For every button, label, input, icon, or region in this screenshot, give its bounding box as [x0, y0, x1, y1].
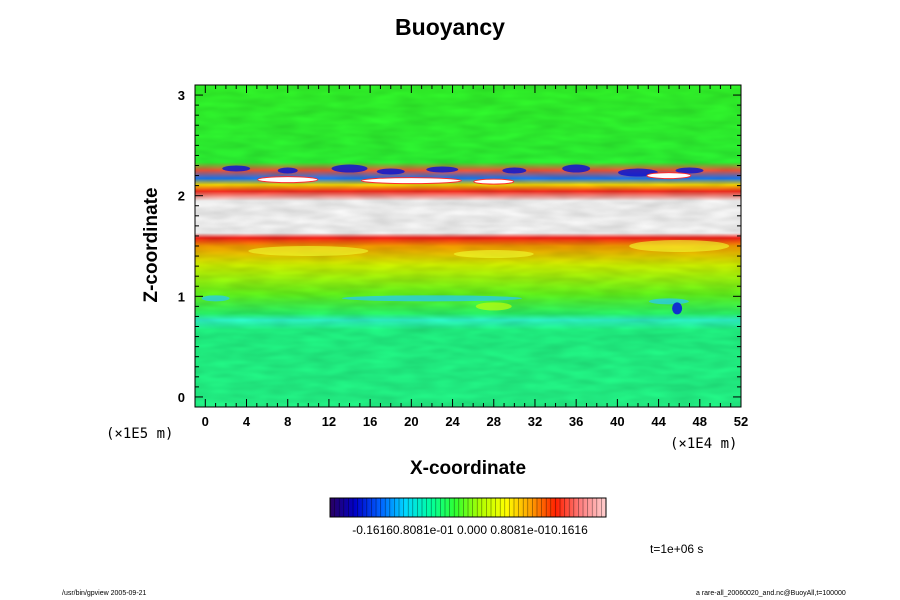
- negative-patch: [201, 295, 230, 302]
- time-annotation: t=1e+06 s: [650, 542, 704, 556]
- low-buoyancy-patch: [376, 168, 405, 175]
- positive-patch: [453, 250, 534, 259]
- footer-source: a rare-all_20060020_and.nc@BuoyAll,t=100…: [696, 590, 846, 597]
- x-tick-label: 44: [651, 414, 666, 429]
- saturated-patch: [646, 172, 692, 180]
- y-axis-label: Z-coordinate: [141, 187, 162, 303]
- x-tick-label: 20: [404, 414, 418, 429]
- low-buoyancy-patch: [277, 167, 298, 174]
- saturated-patch: [257, 176, 319, 184]
- x-tick-label: 4: [243, 414, 251, 429]
- x-tick-label: 12: [322, 414, 336, 429]
- negative-core: [672, 302, 683, 315]
- x-axis: 0 4 8 12 16 20 24 28 32 36 40 44 48 52: [202, 85, 748, 429]
- saturated-patch: [473, 178, 515, 185]
- low-buoyancy-patch: [675, 167, 704, 174]
- saturated-patch: [360, 177, 462, 185]
- x-tick-label: 0: [202, 414, 209, 429]
- x-tick-label: 28: [487, 414, 501, 429]
- x-tick-label: 16: [363, 414, 377, 429]
- x-axis-label: X-coordinate: [409, 458, 527, 479]
- negative-patch: [648, 298, 689, 305]
- y-tick-label: 0: [178, 390, 185, 405]
- y-axis: 0 1 2 3: [178, 88, 741, 408]
- positive-patch: [248, 246, 369, 257]
- chart-title: Buoyancy: [395, 14, 505, 40]
- heatmap-features: [201, 164, 730, 315]
- x-tick-label: 8: [284, 414, 291, 429]
- x-tick-label: 48: [693, 414, 707, 429]
- y-tick-label: 2: [178, 189, 185, 204]
- x-tick-label: 36: [569, 414, 583, 429]
- heatmap-field: [195, 85, 741, 407]
- x-axis-unit: (×1E4 m): [670, 436, 738, 452]
- y-tick-label: 3: [178, 88, 185, 103]
- colorbar: [329, 497, 607, 518]
- footer-command: /usr/bin/gpview 2005-09-21: [62, 590, 147, 597]
- x-tick-label: 52: [734, 414, 748, 429]
- negative-patch: [341, 295, 522, 302]
- x-tick-label: 40: [610, 414, 624, 429]
- low-buoyancy-patch: [502, 167, 527, 174]
- positive-patch: [629, 240, 730, 252]
- y-axis-unit: (×1E5 m): [106, 426, 174, 442]
- x-tick-label: 24: [445, 414, 460, 429]
- low-buoyancy-patch: [426, 166, 459, 173]
- colorbar-labels: -0.16160.8081e-01 0.000 0.8081e-010.1616: [352, 523, 588, 537]
- x-tick-label: 32: [528, 414, 542, 429]
- low-buoyancy-patch: [331, 164, 368, 173]
- low-buoyancy-patch: [222, 165, 251, 172]
- y-tick-label: 1: [178, 289, 185, 304]
- low-buoyancy-patch: [562, 164, 591, 173]
- positive-patch: [475, 302, 512, 311]
